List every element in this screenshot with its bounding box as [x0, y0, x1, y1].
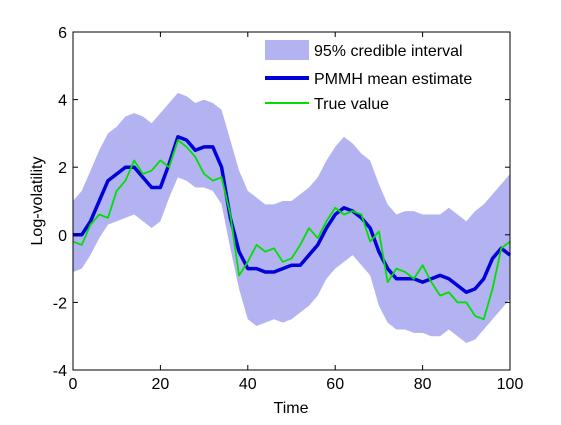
y-tick-label: 4 [58, 93, 67, 110]
legend-label-truth: True value [314, 96, 389, 113]
y-axis-label: Log-volatility [29, 157, 46, 246]
y-tick-label: 0 [58, 228, 67, 245]
legend-swatch-band [265, 40, 309, 60]
plot-frame [72, 31, 511, 371]
true-value-line [72, 139, 511, 321]
y-tick-label: 6 [58, 25, 67, 42]
x-tick-label: 40 [239, 376, 257, 393]
x-tick-label: 80 [414, 376, 432, 393]
y-tick-label: 2 [58, 160, 67, 177]
x-tick-label: 20 [152, 376, 170, 393]
legend-label-band: 95% credible interval [314, 43, 463, 60]
line-layer [72, 135, 512, 321]
x-tick-label: 60 [326, 376, 344, 393]
tick-layer: 0 20 40 60 80 100 -4 -2 0 2 4 6 [53, 25, 524, 393]
x-tick-label: 100 [497, 376, 524, 393]
legend-label-mean: PMMH mean estimate [314, 71, 472, 88]
mean-estimate-line [73, 135, 512, 295]
y-tick-label: -4 [53, 363, 67, 380]
x-axis-label: Time [274, 400, 309, 417]
legend: 95% credible interval PMMH mean estimate… [265, 40, 472, 113]
y-tick-label: -2 [53, 295, 67, 312]
x-tick-label: 0 [69, 376, 78, 393]
